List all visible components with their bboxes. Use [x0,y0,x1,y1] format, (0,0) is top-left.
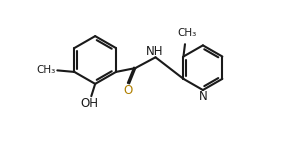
Text: O: O [124,84,133,97]
Text: NH: NH [146,45,164,58]
Text: N: N [199,90,207,103]
Text: OH: OH [81,97,99,110]
Text: CH₃: CH₃ [37,65,56,75]
Text: CH₃: CH₃ [177,28,196,38]
